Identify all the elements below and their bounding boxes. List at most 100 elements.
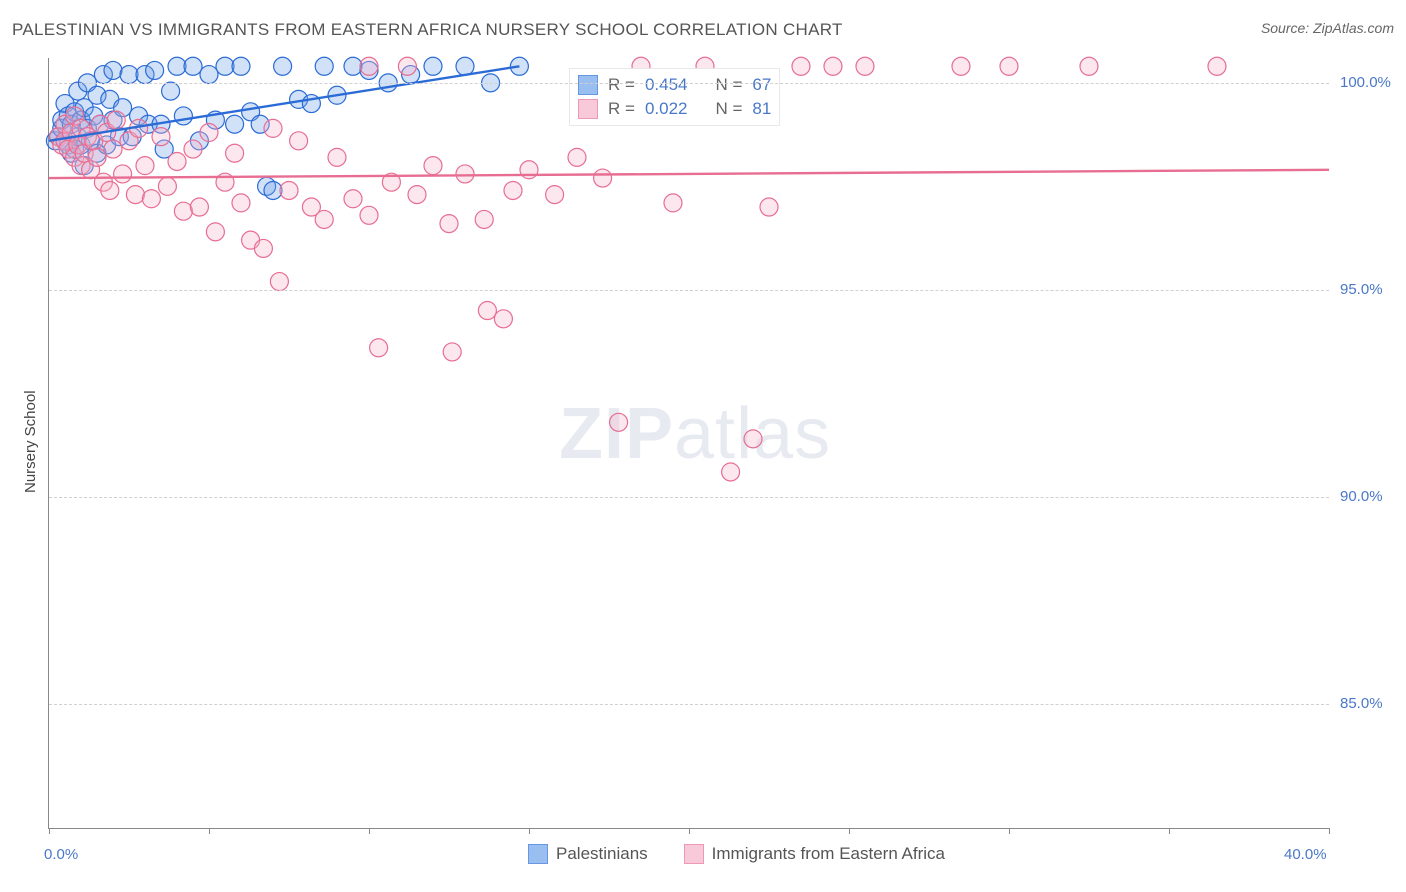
- data-point: [290, 132, 308, 150]
- data-point: [226, 144, 244, 162]
- data-point: [360, 57, 378, 75]
- data-point: [146, 61, 164, 79]
- data-point: [440, 215, 458, 233]
- data-point: [174, 202, 192, 220]
- data-point: [824, 57, 842, 75]
- data-point: [88, 148, 106, 166]
- data-point: [1080, 57, 1098, 75]
- data-point: [610, 413, 628, 431]
- data-point: [344, 57, 362, 75]
- data-point: [200, 66, 218, 84]
- stat-R-value: 0.454: [645, 75, 688, 95]
- data-point: [952, 57, 970, 75]
- data-point: [274, 57, 292, 75]
- y-axis-label: Nursery School: [22, 390, 39, 493]
- chart-title: PALESTINIAN VS IMMIGRANTS FROM EASTERN A…: [12, 20, 843, 39]
- data-point: [568, 148, 586, 166]
- data-point: [344, 190, 362, 208]
- source-label: Source:: [1261, 20, 1313, 36]
- data-point: [104, 61, 122, 79]
- data-point: [315, 210, 333, 228]
- data-point: [114, 165, 132, 183]
- y-tick-label: 100.0%: [1340, 74, 1391, 91]
- data-point: [360, 206, 378, 224]
- legend-label: Palestinians: [556, 844, 648, 864]
- x-tick-label: 0.0%: [44, 846, 78, 863]
- y-tick-label: 85.0%: [1340, 695, 1383, 712]
- data-point: [264, 119, 282, 137]
- plot-area: ZIPatlas R =0.454N =67R =0.022N =81: [48, 58, 1329, 829]
- stat-N-label: N =: [715, 99, 742, 119]
- data-point: [174, 107, 192, 125]
- data-point: [1000, 57, 1018, 75]
- data-point: [254, 239, 272, 257]
- data-point: [162, 82, 180, 100]
- stat-row: R = 0.022 N = 81: [578, 97, 771, 121]
- series-legend: Palestinians Immigrants from Eastern Afri…: [528, 844, 945, 864]
- data-point: [200, 124, 218, 142]
- correlation-stat-box: R = 0.454 N = 67 R = 0.022 N = 81: [569, 68, 780, 126]
- stat-N-label: N =: [715, 75, 742, 95]
- y-tick-label: 90.0%: [1340, 488, 1383, 505]
- data-point: [190, 198, 208, 216]
- legend-label: Immigrants from Eastern Africa: [712, 844, 945, 864]
- data-point: [315, 57, 333, 75]
- data-point: [328, 148, 346, 166]
- stat-N-value: 81: [752, 99, 771, 119]
- legend-swatch: [578, 99, 598, 119]
- data-point: [168, 152, 186, 170]
- data-point: [424, 157, 442, 175]
- data-point: [722, 463, 740, 481]
- data-point: [232, 194, 250, 212]
- data-point: [184, 57, 202, 75]
- data-point: [142, 190, 160, 208]
- data-point: [594, 169, 612, 187]
- data-point: [152, 128, 170, 146]
- data-point: [494, 310, 512, 328]
- data-point: [398, 57, 416, 75]
- data-point: [744, 430, 762, 448]
- data-point: [270, 273, 288, 291]
- data-point: [408, 186, 426, 204]
- data-point: [158, 177, 176, 195]
- data-point: [184, 140, 202, 158]
- data-point: [232, 57, 250, 75]
- data-point: [546, 186, 564, 204]
- legend-swatch: [528, 844, 548, 864]
- stat-R-label: R =: [608, 75, 635, 95]
- regression-line: [49, 170, 1329, 178]
- data-point: [664, 194, 682, 212]
- data-point: [456, 57, 474, 75]
- data-point: [443, 343, 461, 361]
- stat-R-label: R =: [608, 99, 635, 119]
- data-point: [856, 57, 874, 75]
- data-point: [456, 165, 474, 183]
- source-attribution: Source: ZipAtlas.com: [1261, 20, 1394, 36]
- data-point: [792, 57, 810, 75]
- data-point: [478, 302, 496, 320]
- plot-svg: [49, 58, 1329, 828]
- data-point: [206, 223, 224, 241]
- data-point: [136, 157, 154, 175]
- data-point: [101, 181, 119, 199]
- data-point: [104, 140, 122, 158]
- data-point: [168, 57, 186, 75]
- data-point: [280, 181, 298, 199]
- legend-swatch: [578, 75, 598, 95]
- data-point: [424, 57, 442, 75]
- data-point: [370, 339, 388, 357]
- y-tick-label: 95.0%: [1340, 281, 1383, 298]
- x-tick-label: 40.0%: [1284, 846, 1327, 863]
- data-point: [216, 57, 234, 75]
- stat-N-value: 67: [752, 75, 771, 95]
- data-point: [475, 210, 493, 228]
- legend-swatch: [684, 844, 704, 864]
- data-point: [226, 115, 244, 133]
- data-point: [126, 186, 144, 204]
- data-point: [760, 198, 778, 216]
- stat-row: R = 0.454 N = 67: [578, 73, 771, 97]
- source-value: ZipAtlas.com: [1313, 20, 1394, 36]
- data-point: [264, 181, 282, 199]
- data-point: [107, 111, 125, 129]
- stat-R-value: 0.022: [645, 99, 688, 119]
